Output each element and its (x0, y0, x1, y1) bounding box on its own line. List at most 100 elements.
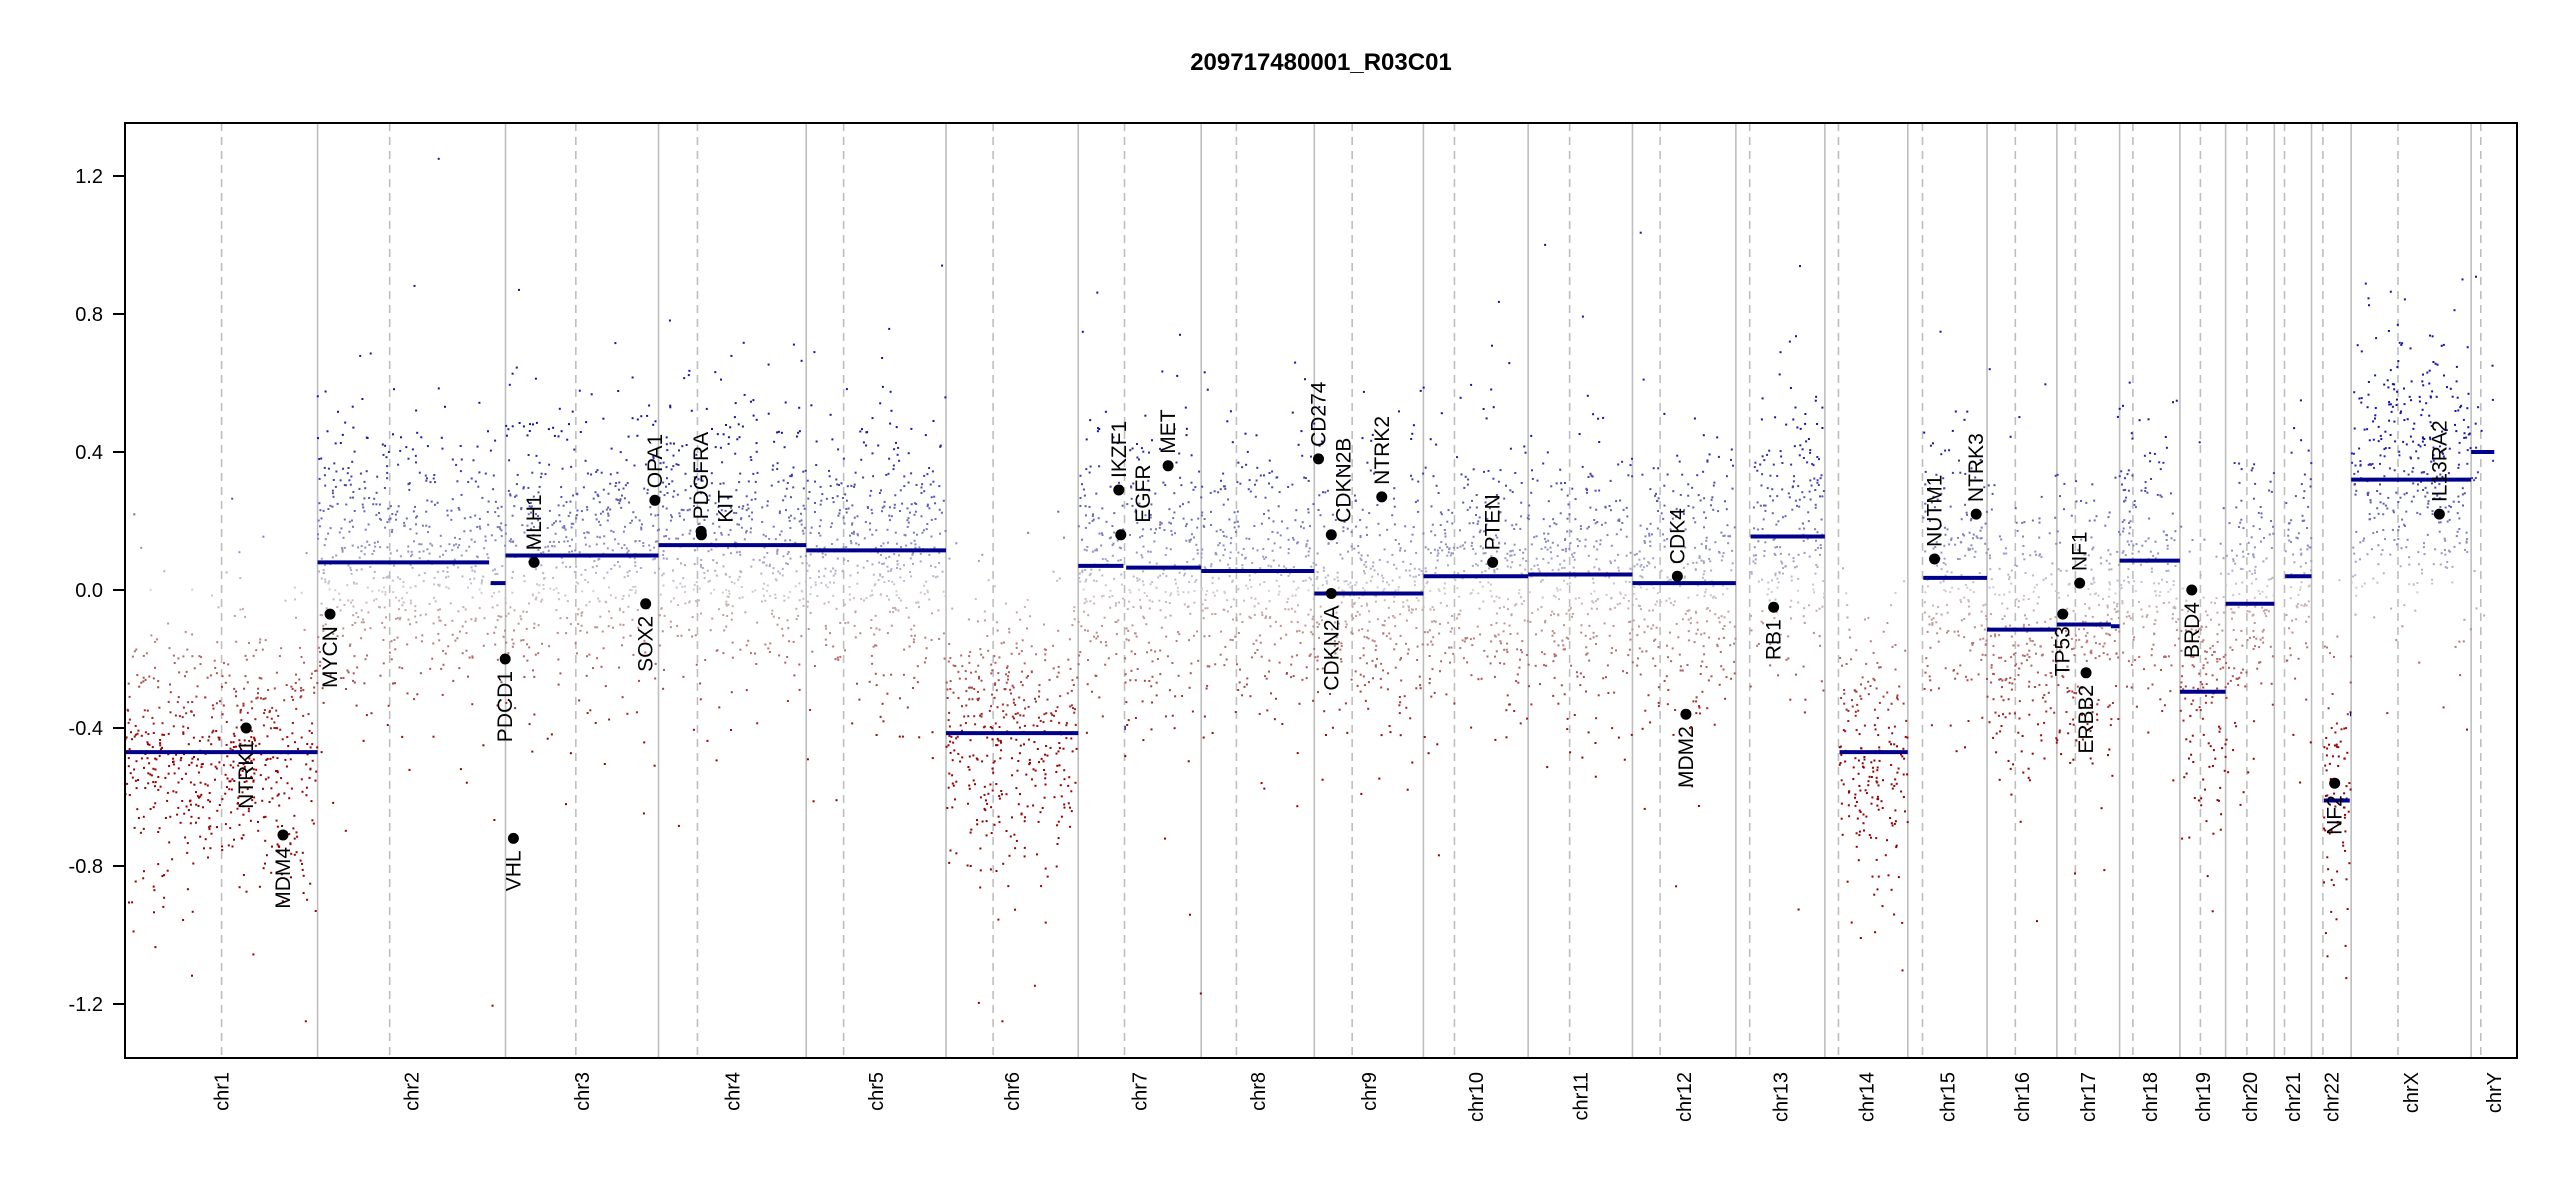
probe-point (1428, 677, 1431, 680)
probe-point (1321, 584, 1324, 586)
probe-point (1279, 546, 1282, 549)
probe-point (1563, 624, 1565, 627)
probe-point (142, 715, 145, 718)
probe-point (211, 704, 214, 707)
probe-point (1429, 589, 1432, 592)
probe-point (718, 608, 721, 611)
probe-point (814, 480, 816, 483)
probe-point (1011, 757, 1013, 760)
probe-point (1690, 726, 1693, 728)
probe-point (1698, 706, 1701, 709)
probe-point (527, 454, 530, 456)
probe-point (628, 501, 631, 504)
probe-point (1483, 470, 1485, 473)
probe-point (1631, 457, 1633, 460)
probe-point (1553, 640, 1556, 643)
probe-point (1631, 568, 1634, 571)
probe-point (148, 675, 151, 678)
probe-point (618, 666, 620, 669)
probe-point (1516, 673, 1519, 676)
probe-point (1447, 509, 1450, 512)
probe-point (989, 726, 992, 728)
probe-point (989, 868, 992, 871)
probe-point (886, 632, 889, 635)
probe-point (1170, 522, 1172, 525)
probe-point (1232, 618, 1235, 621)
probe-point (1097, 427, 1099, 430)
probe-point (1579, 684, 1582, 687)
probe-point (300, 778, 303, 781)
probe-point (1318, 636, 1321, 639)
probe-point (1038, 690, 1041, 693)
probe-point (722, 482, 725, 485)
probe-point (509, 493, 512, 496)
probe-point (1706, 459, 1709, 462)
probe-point (1730, 458, 1732, 461)
probe-point (1660, 512, 1663, 515)
probe-point (837, 658, 840, 661)
probe-point (1708, 453, 1711, 456)
probe-point (251, 742, 254, 745)
probe-point (948, 557, 951, 560)
probe-point (1314, 656, 1317, 659)
probe-point (1638, 558, 1641, 561)
probe-point (941, 264, 944, 267)
probe-point (1365, 526, 1368, 529)
probe-point (1613, 691, 1616, 694)
probe-point (206, 676, 209, 679)
probe-point (1666, 703, 1669, 706)
probe-point (392, 682, 394, 685)
probe-point (1492, 477, 1495, 480)
probe-point (725, 600, 728, 603)
probe-point (658, 644, 661, 647)
probe-point (766, 551, 769, 554)
probe-point (1089, 640, 1092, 643)
probe-point (1490, 640, 1493, 643)
probe-point (1183, 603, 1186, 606)
probe-point (154, 666, 156, 669)
probe-point (659, 490, 662, 493)
probe-point (745, 531, 747, 534)
probe-point (670, 468, 673, 471)
probe-point (1101, 715, 1104, 718)
probe-point (376, 475, 379, 478)
probe-point (843, 522, 846, 525)
probe-point (652, 524, 655, 527)
probe-point (441, 693, 444, 696)
probe-point (836, 557, 839, 560)
probe-point (1495, 534, 1497, 537)
probe-point (878, 561, 881, 564)
probe-point (1294, 610, 1297, 613)
probe-point (1005, 830, 1008, 832)
probe-point (1530, 543, 1533, 546)
probe-point (1643, 541, 1646, 544)
probe-point (1263, 513, 1265, 515)
probe-point (1673, 561, 1675, 564)
probe-point (1082, 488, 1085, 491)
probe-point (1148, 599, 1151, 602)
probe-point (1709, 594, 1712, 597)
probe-point (1081, 569, 1084, 572)
probe-point (1124, 673, 1127, 676)
probe-point (542, 551, 545, 554)
probe-point (470, 477, 473, 480)
probe-point (1488, 567, 1491, 570)
probe-point (600, 471, 603, 474)
probe-point (627, 605, 630, 608)
probe-point (1398, 410, 1400, 413)
probe-point (1258, 712, 1261, 715)
probe-point (1557, 568, 1560, 571)
probe-point (866, 560, 869, 562)
probe-point (1156, 658, 1159, 660)
probe-point (492, 474, 495, 477)
probe-point (478, 588, 481, 591)
probe-point (680, 634, 683, 637)
probe-point (293, 586, 296, 589)
probe-point (1692, 517, 1695, 520)
probe-point (1015, 787, 1018, 790)
probe-point (1733, 660, 1736, 663)
probe-point (684, 564, 686, 567)
probe-point (229, 764, 232, 767)
probe-point (353, 582, 356, 585)
probe-point (1339, 469, 1341, 471)
